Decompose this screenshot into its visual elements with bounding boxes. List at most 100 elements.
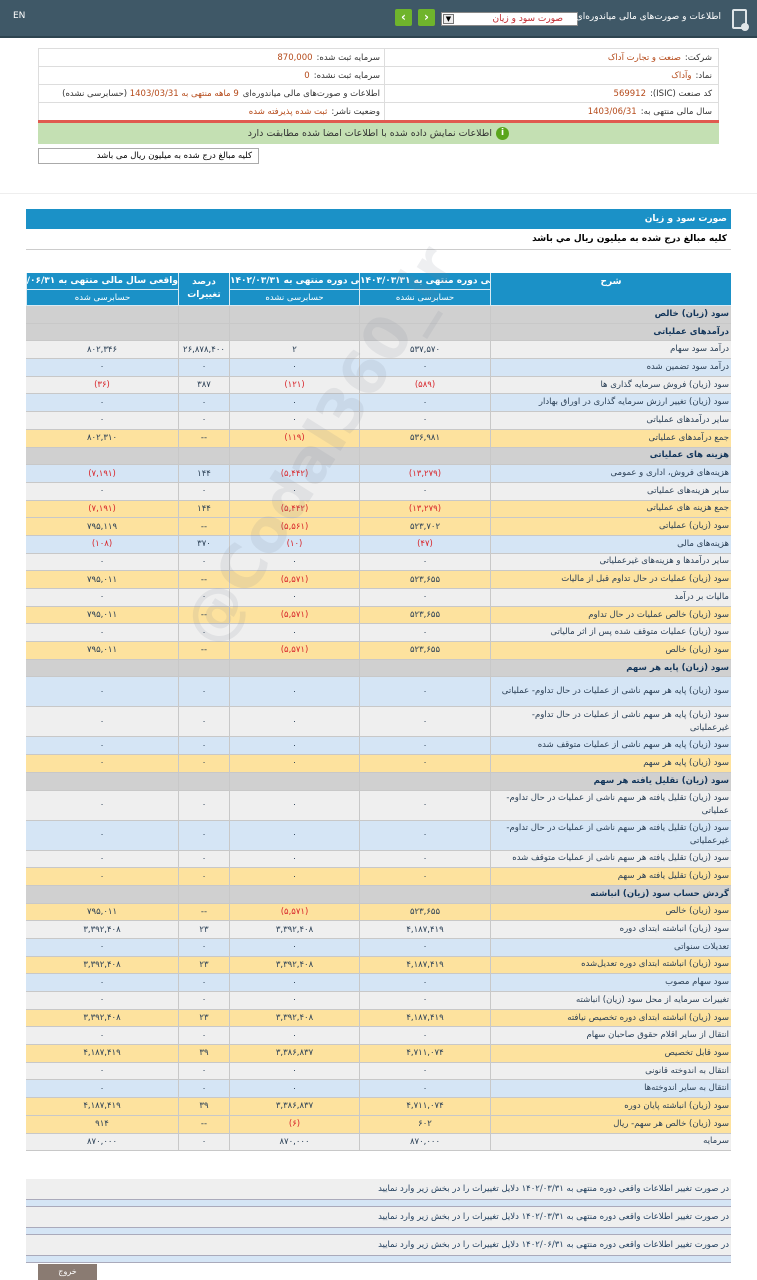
cell-1402-03: ۰ (229, 974, 359, 991)
table-body: سود (زیان) خالص درآمدهای عملیاتی درآمد سود… (26, 306, 731, 1152)
table-row: سود (زیان) پایه هر سهم ۰ ۰ ۰ ۰ (26, 755, 731, 773)
table-row: سایر هزینه‌های عملیاتی ۰ ۰ ۰ ۰ (26, 482, 731, 501)
row-label: انتقال به اندوخته قانونی (490, 1062, 731, 1080)
cell-change-pct: ۰ (178, 589, 229, 606)
row-label: سایر هزینه‌های عملیاتی (490, 482, 731, 500)
row-label: سود (زیان) تقلیل یافته هر سهم (490, 868, 731, 885)
table-row: تعدیلات سنواتی ۰ ۰ ۰ ۰ (26, 938, 731, 957)
table-row: تغییرات سرمایه از محل سود (زیان) انباشته… (26, 992, 731, 1010)
table-row: سود (زیان) انباشته ابتدای دوره تخصیص نیا… (26, 1009, 731, 1028)
cell-change-pct: -- (178, 429, 229, 447)
cell-1402-03: ۰ (229, 938, 359, 956)
cell-1402-03: ۰ (229, 868, 359, 885)
table-row: هزینه های عملیاتی (26, 447, 731, 466)
row-label: سود (زیان) انباشته پایان دوره (490, 1098, 731, 1115)
cell-change-pct: ۰ (178, 1062, 229, 1080)
row-label: سود (زیان) انباشته ابتدای دوره تعدیل‌شده (490, 956, 731, 974)
publisher-status-label: وضعیت ناشر: (331, 107, 380, 117)
cell-1402-06: ۷۹۵,۰۱۱ (86, 610, 118, 621)
row-label: هزینه‌های مالی (490, 535, 731, 553)
cell-1402-03: ۳,۳۹۲,۴۰۸ (229, 921, 359, 938)
cell-1402-06: ۰ (99, 830, 105, 840)
cell-change-pct: ۰ (178, 1133, 229, 1151)
cell-change-pct (178, 772, 229, 790)
cell-change-pct (178, 447, 229, 465)
language-toggle[interactable]: EN (13, 11, 26, 21)
row-label: سود (زیان) عملیاتی (490, 518, 731, 535)
clipboard-icon (732, 9, 749, 31)
cell-change-pct: ۰ (178, 938, 229, 956)
row-label: درآمد سود تضمین شده (490, 359, 731, 376)
cell-1403-03: ۰ (359, 868, 490, 885)
cell-change-pct: ۰ (178, 820, 229, 850)
table-row: سود (زیان) عملیاتی ۵۲۳,۷۰۲ (۵,۵۶۱) -- ۷۹۵,۱۱… (26, 518, 731, 536)
cell-1403-03: ۴,۷۱۱,۰۷۴ (359, 1045, 490, 1062)
cell-change-pct: ۰ (178, 359, 229, 376)
cell-1402-06: ۳,۳۹۲,۴۰۸ (83, 959, 121, 970)
cell-change-pct: ۰ (178, 737, 229, 755)
cell-1402-06: ۰ (99, 758, 105, 769)
table-row: سایر درآمدها و هزینه‌های غیرعملیاتی ۰ ۰ ۰ ۰ (26, 553, 731, 572)
cell-1403-03: ۰ (359, 974, 490, 991)
row-label: سود (زیان) خالص (490, 306, 731, 323)
cell-1403-03: ۴,۷۱۱,۰۷۴ (359, 1098, 490, 1115)
exit-button[interactable]: خروج (38, 1264, 97, 1280)
row-label: سود (زیان) فروش سرمایه گذاری ها (490, 376, 731, 394)
cell-1402-06: ۰ (99, 871, 105, 882)
cell-change-pct: ۰ (178, 1027, 229, 1045)
report-type-value: صورت سود و زیان (492, 14, 563, 24)
cell-1403-03: ۰ (359, 1062, 490, 1080)
cell-1402-06: ۰ (99, 1083, 105, 1094)
cell-1402-03: ۰ (229, 707, 359, 737)
note-input[interactable] (26, 1228, 731, 1235)
cell-1402-06: ۰ (99, 627, 105, 638)
cell-1403-03: ۵۳۶,۹۸۱ (359, 429, 490, 447)
dropdown-arrow-icon[interactable]: ▼ (443, 14, 454, 24)
note-input[interactable] (26, 1200, 731, 1207)
row-label: سود (زیان) تقلیل یافته هر سهم (490, 772, 731, 790)
cell-1403-03: ۰ (359, 938, 490, 956)
cell-1403-03: (۵۸۹) (359, 376, 490, 394)
cell-1402-03: ۲ (229, 341, 359, 359)
company-info: شرکت:صنعت و تجارت آداک نماد:وآداک کد صنع… (38, 48, 719, 144)
cell-change-pct: ۰ (178, 707, 229, 737)
cell-1402-06: ۰ (99, 362, 105, 373)
row-label: سود سهام مصوب (490, 974, 731, 991)
cell-1402-06: ۰ (99, 556, 105, 567)
table-row: سود (زیان) فروش سرمایه گذاری ها (۵۸۹) (۱۲۱… (26, 376, 731, 395)
report-type-select[interactable]: صورت سود و زیان ▼ (441, 12, 578, 26)
cell-1403-03 (359, 323, 490, 341)
cell-1402-06: (۱۰۸) (91, 539, 113, 550)
cell-1403-03 (359, 885, 490, 903)
table-row: سود (زیان) تقلیل یافته هر سهم ناشی از عم… (26, 790, 731, 821)
isic-label: کد صنعت (ISIC): (649, 89, 712, 99)
cell-1403-03: ۵۲۳,۶۵۵ (359, 642, 490, 659)
table-row: سود (زیان) انباشته پایان دوره ۴,۷۱۱,۰۷۴ ۳,… (26, 1098, 731, 1116)
table-row: سود (زیان) خالص ۵۲۳,۶۵۵ (۵,۵۷۱) -- ۷۹۵,۰۱۱ (26, 903, 731, 922)
cell-1402-03 (229, 323, 359, 341)
cell-1402-03: (۵,۵۷۱) (229, 606, 359, 624)
table-row: سود (زیان) خالص عملیات در حال تداوم ۵۲۳,۶… (26, 606, 731, 625)
cell-1402-03: ۰ (229, 755, 359, 772)
cell-change-pct (178, 306, 229, 323)
cell-1403-03: ۵۳۷,۵۷۰ (359, 341, 490, 359)
cell-1402-06 (26, 448, 178, 465)
table-row: گردش حساب سود (زیان) انباشته (26, 885, 731, 904)
subheader-col1: حسابرسی نشده (359, 290, 490, 306)
cell-1402-03: ۳,۳۹۲,۴۰۸ (229, 956, 359, 974)
cell-1403-03: ۰ (359, 755, 490, 772)
unit-note-box: کلیه مبالغ درج شده به میلیون ریال می باش… (38, 148, 259, 164)
cell-change-pct (178, 659, 229, 677)
cell-1402-03: ۰ (229, 820, 359, 850)
table-row: سود (زیان) تقلیل یافته هر سهم (26, 772, 731, 791)
cell-1402-03: ۰ (229, 359, 359, 376)
row-label: سود (زیان) تقلیل یافته هر سهم ناشی از عم… (490, 850, 731, 868)
note-input[interactable] (26, 1256, 731, 1263)
table-row: سود (زیان) انباشته ابتدای دوره ۴,۱۸۷,۴۱۹ ۳… (26, 921, 731, 939)
note-row: در صورت تغییر اطلاعات واقعی دوره منتهی ب… (26, 1179, 731, 1200)
cell-1403-03: ۰ (359, 820, 490, 850)
chevron-left-icon[interactable]: ‹ (395, 9, 412, 26)
table-row: انتقال به اندوخته قانونی ۰ ۰ ۰ ۰ (26, 1062, 731, 1081)
chevron-right-icon[interactable]: › (418, 9, 435, 26)
cell-1402-03: ۰ (229, 624, 359, 642)
